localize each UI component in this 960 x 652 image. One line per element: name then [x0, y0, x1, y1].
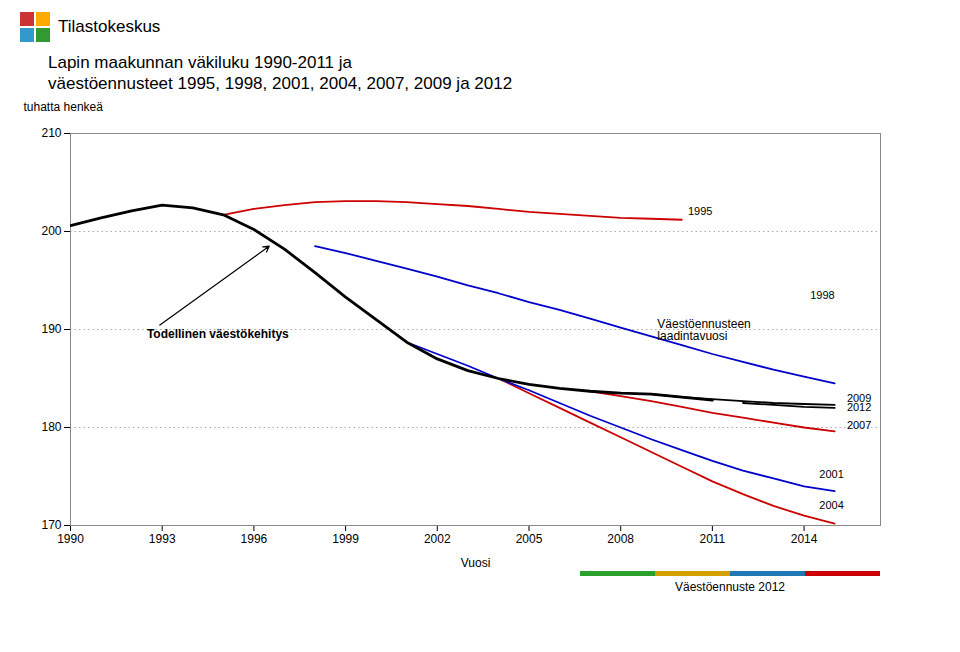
svg-text:1996: 1996 [241, 532, 268, 546]
html-text:Väestöennuste 2012: Väestöennuste 2012 [675, 579, 785, 594]
svg-text:210: 210 [41, 126, 61, 140]
svg-text:2004: 2004 [819, 499, 843, 511]
svg-text:2005: 2005 [516, 532, 543, 546]
svg-text:190: 190 [41, 322, 61, 336]
svg-text:180: 180 [41, 420, 61, 434]
svg-text:2009: 2009 [846, 391, 872, 404]
svg-text:2008: 2008 [607, 532, 634, 546]
svg-text:1993: 1993 [149, 532, 176, 546]
svg-text:1998: 1998 [810, 288, 834, 300]
html-text:Lapin maakunnan väkiluku 1990-: Lapin maakunnan väkiluku 1990-2011 ja vä… [48, 53, 513, 94]
svg-text:Vuosi: Vuosi [461, 555, 491, 569]
svg-text:1995: 1995 [688, 205, 712, 217]
svg-text:Todellinen väestökehitys: Todellinen väestökehitys [147, 327, 289, 341]
svg-text:2014: 2014 [791, 532, 818, 546]
html-text:Tilastokeskus: Tilastokeskus [58, 17, 161, 36]
svg-text:170: 170 [41, 518, 61, 532]
svg-text:2001: 2001 [819, 468, 843, 480]
svg-text:tuhatta henkeä: tuhatta henkeä [24, 100, 104, 114]
svg-text:200: 200 [41, 224, 61, 238]
svg-text:1990: 1990 [57, 532, 84, 546]
svg-text:1999: 1999 [332, 532, 359, 546]
svg-text:2007: 2007 [847, 419, 871, 431]
svg-text:2002: 2002 [424, 532, 451, 546]
svg-text:Väestöennusteenlaadintavuosi: Väestöennusteenlaadintavuosi [657, 317, 750, 343]
svg-text:2011: 2011 [699, 532, 725, 546]
svg-text:2012: 2012 [847, 401, 871, 413]
